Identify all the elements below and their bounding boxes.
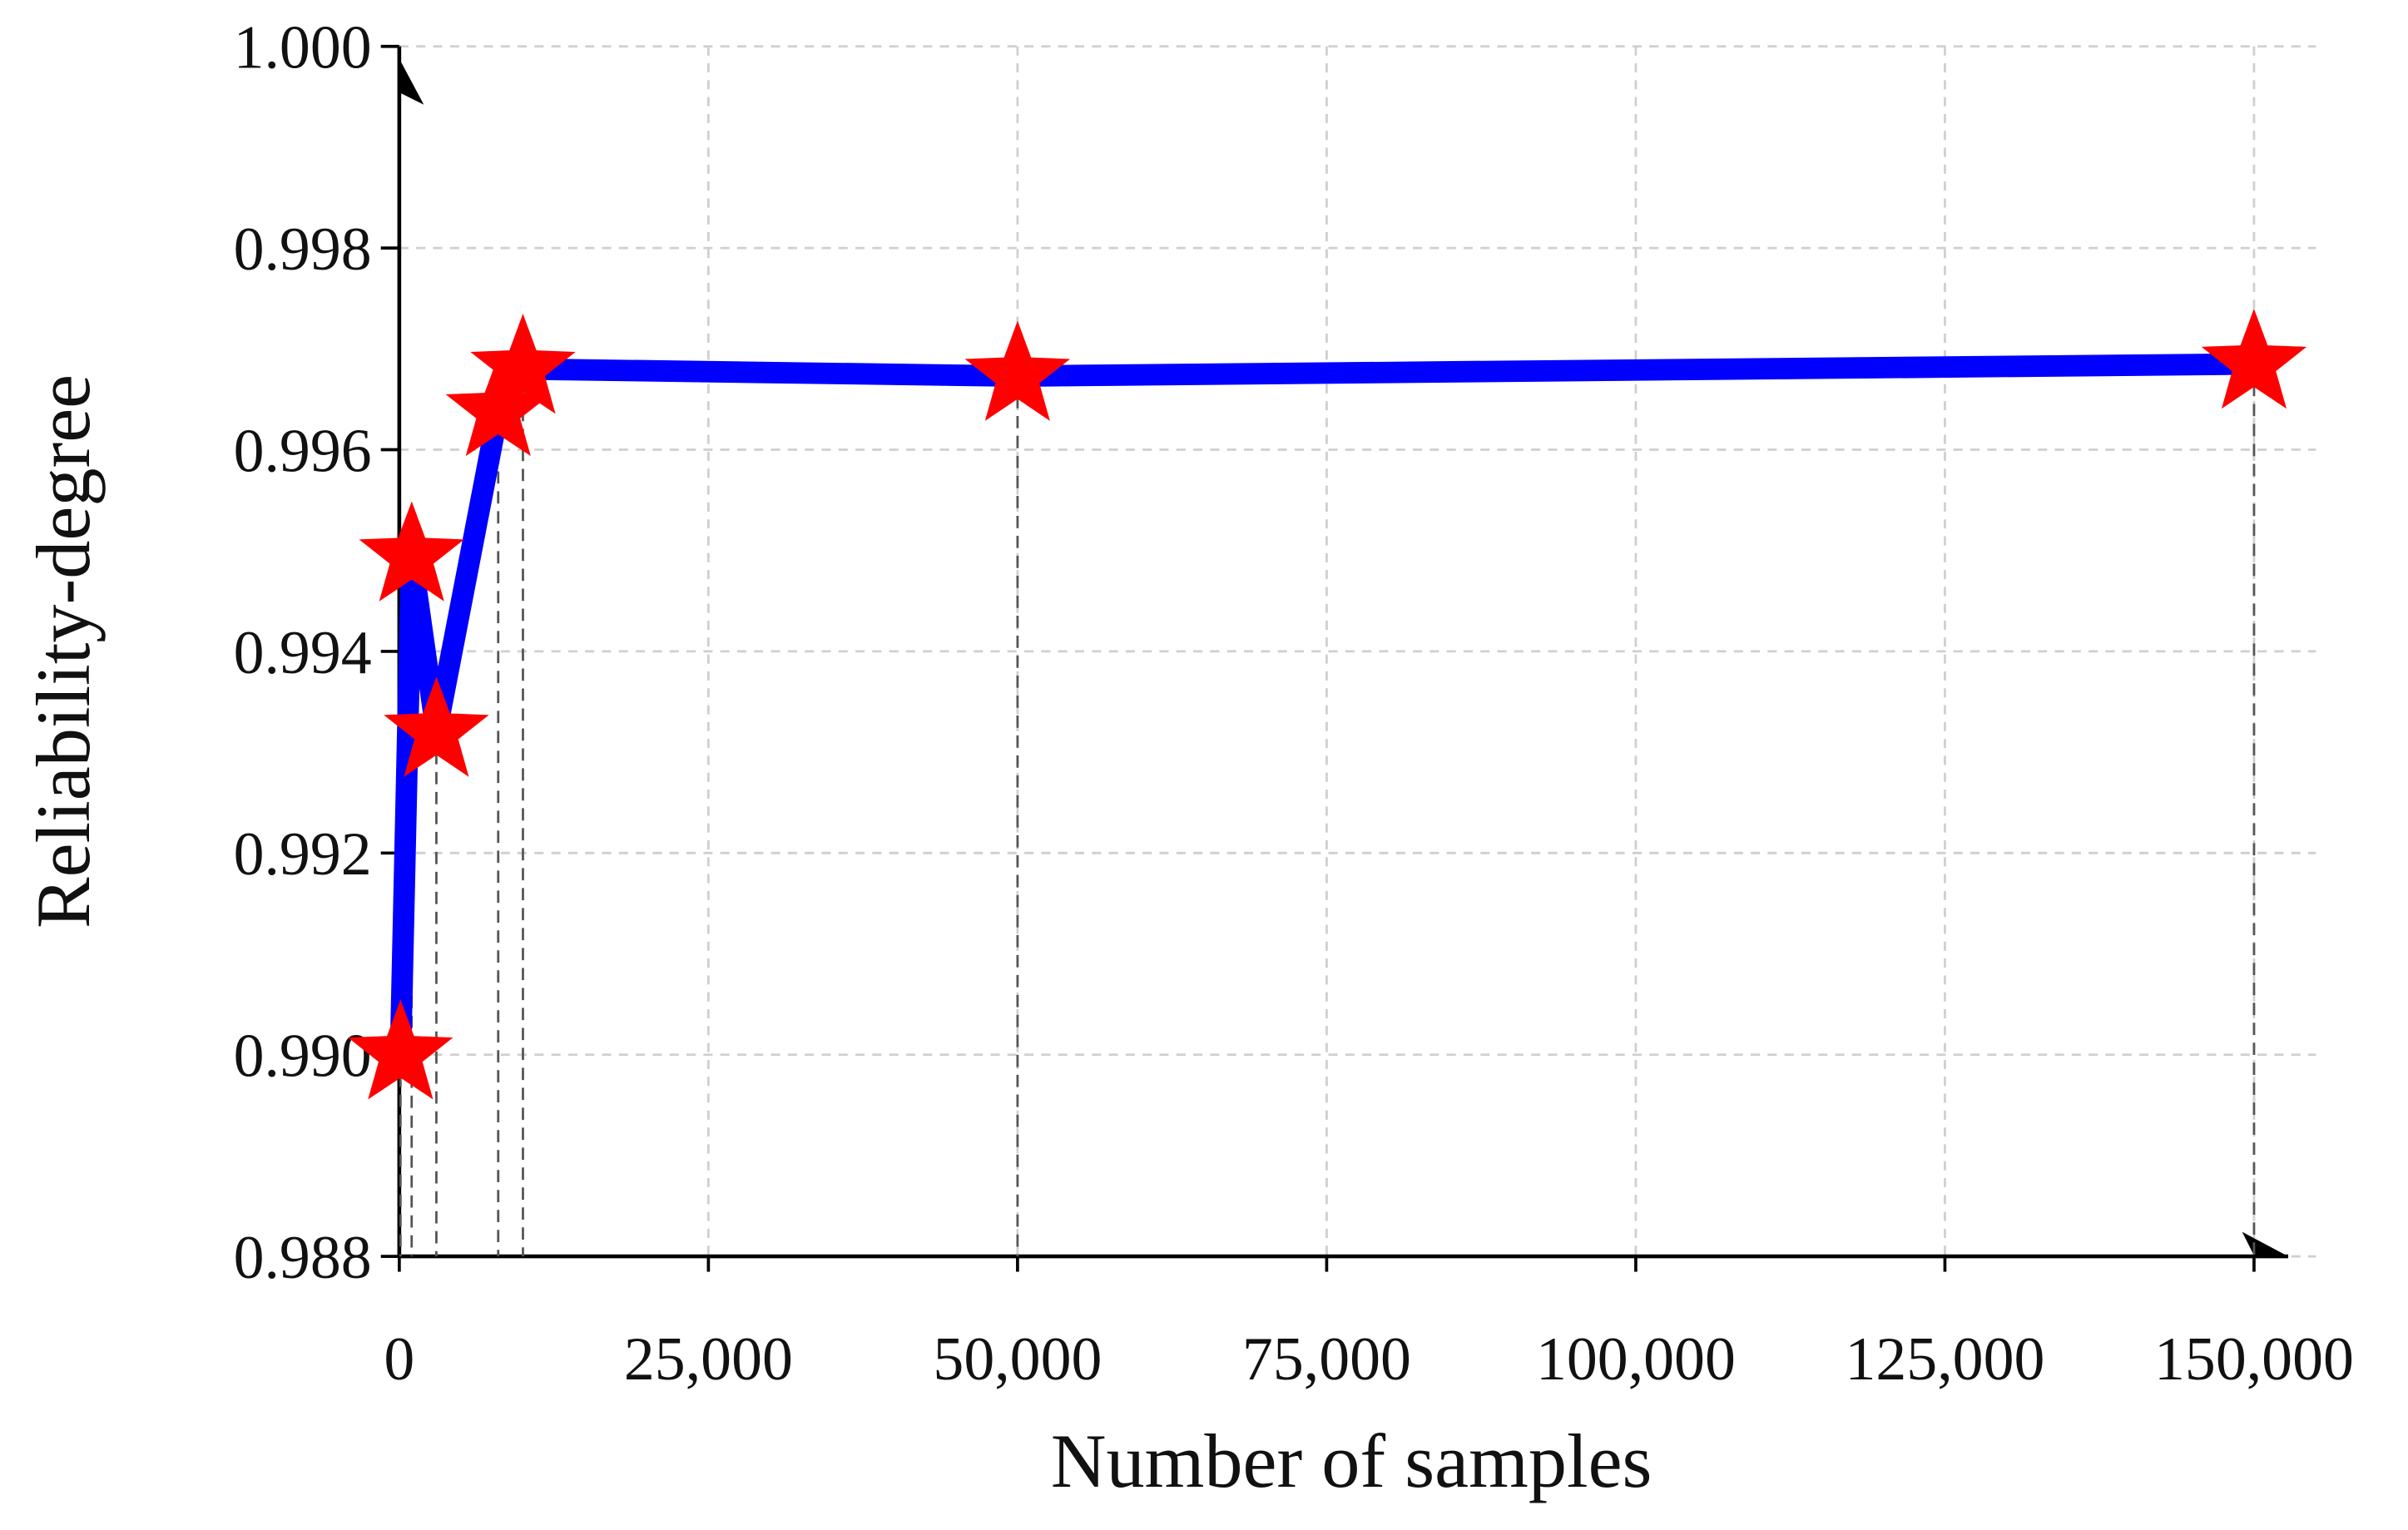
y-axis-arrow (399, 58, 424, 105)
y-tick-label: 0.992 (234, 819, 372, 888)
x-tick-label: 150,000 (2154, 1325, 2354, 1393)
y-tick-label: 0.988 (234, 1223, 372, 1291)
star-marker (348, 999, 453, 1100)
star-marker (2201, 308, 2307, 409)
star-marker (964, 320, 1071, 421)
x-tick-label: 50,000 (933, 1325, 1102, 1393)
y-tick-label: 0.996 (234, 416, 372, 484)
y-tick-label: 1.000 (234, 13, 372, 82)
star-marker (384, 676, 489, 777)
y-axis-label: Reliability-degree (21, 374, 106, 928)
y-tick-label: 0.994 (234, 618, 372, 686)
star-marker (359, 501, 464, 602)
x-axis-arrow (2242, 1231, 2289, 1257)
y-tick-label: 0.998 (234, 215, 372, 283)
y-tick-label: 0.990 (234, 1022, 372, 1090)
x-tick-label: 25,000 (624, 1325, 793, 1393)
x-tick-label: 100,000 (1536, 1325, 1736, 1393)
star-marker (470, 314, 576, 414)
x-tick-label: 75,000 (1242, 1325, 1411, 1393)
x-tick-label: 125,000 (1845, 1325, 2044, 1393)
x-tick-label: 0 (384, 1325, 414, 1393)
x-axis-label: Number of samples (1051, 1419, 1652, 1503)
